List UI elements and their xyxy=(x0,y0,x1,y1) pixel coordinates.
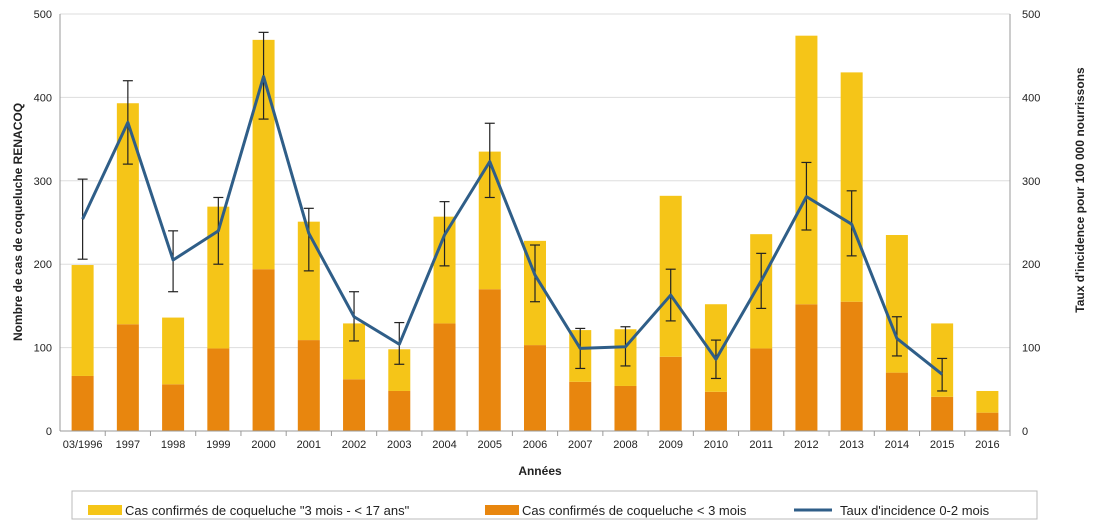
y2-axis-title: Taux d'incidence pour 100 000 nourrisson… xyxy=(1073,67,1087,313)
bar-upper xyxy=(162,317,185,385)
bar-lower xyxy=(433,323,456,431)
x-tick-label: 2011 xyxy=(749,439,773,451)
y-axis-title: Nombre de cas de coqueluche RENACOQ xyxy=(11,103,25,341)
x-tick-label: 2005 xyxy=(478,439,502,451)
legend: Cas confirmés de coqueluche "3 mois - < … xyxy=(71,490,1038,520)
y-tick-label: 300 xyxy=(34,176,52,188)
bar-lower xyxy=(976,412,999,431)
bar-lower xyxy=(614,385,637,431)
x-tick-label: 2006 xyxy=(523,439,547,451)
x-tick-label: 2002 xyxy=(342,439,366,451)
bar-upper xyxy=(478,151,501,290)
x-tick-label: 2009 xyxy=(658,439,682,451)
bar-upper xyxy=(71,265,94,376)
legend-label-line: Taux d'incidence 0-2 mois xyxy=(840,503,990,518)
y2-tick-label: 0 xyxy=(1022,426,1028,438)
x-tick-label: 03/1996 xyxy=(63,439,103,451)
legend-label-lower: Cas confirmés de coqueluche < 3 mois xyxy=(522,503,747,518)
bar-lower xyxy=(659,356,682,431)
bar-lower xyxy=(116,324,139,431)
x-tick-label: 2012 xyxy=(794,439,818,451)
x-tick-label: 2010 xyxy=(704,439,728,451)
line-layer xyxy=(77,31,948,392)
bar-lower xyxy=(343,379,366,431)
y-tick-label: 100 xyxy=(34,343,52,355)
bar-upper xyxy=(388,349,411,391)
bar-lower xyxy=(162,384,185,431)
y-tick-label: 400 xyxy=(34,92,52,104)
y2-tick-label: 100 xyxy=(1022,343,1040,355)
bar-lower xyxy=(750,348,773,431)
y-tick-label: 0 xyxy=(46,426,52,438)
bar-upper xyxy=(116,103,139,325)
y2-tick-label: 300 xyxy=(1022,176,1040,188)
x-tick-label: 1998 xyxy=(161,439,185,451)
legend-label-upper: Cas confirmés de coqueluche "3 mois - < … xyxy=(125,503,410,518)
x-tick-label: 2007 xyxy=(568,439,592,451)
bar-lower xyxy=(704,391,727,431)
bar-lower xyxy=(524,345,546,431)
legend-swatch-lower xyxy=(485,505,519,515)
bar-upper xyxy=(976,390,999,413)
x-tick-label: 2004 xyxy=(432,439,456,451)
x-axis-title: Années xyxy=(518,464,562,478)
bar-lower xyxy=(931,396,954,431)
y-tick-label: 500 xyxy=(34,9,52,21)
axes-layer: 0 100 200 300 400 500 0 100 200 300 400 500 03/1996 1… xyxy=(34,9,1041,451)
bar-upper xyxy=(433,216,456,324)
bar-upper xyxy=(297,221,320,341)
bar-upper xyxy=(840,72,863,302)
x-tick-label: 1999 xyxy=(206,439,230,451)
legend-border xyxy=(71,490,1038,520)
x-tick-label: 2016 xyxy=(975,439,999,451)
bar-lower xyxy=(71,375,94,431)
bar-lower xyxy=(569,381,592,431)
x-tick-label: 2015 xyxy=(930,439,954,451)
bars-layer xyxy=(71,35,999,431)
x-tick-label: 2014 xyxy=(885,439,909,451)
bar-upper xyxy=(885,235,908,373)
x-tick-label: 2000 xyxy=(251,439,275,451)
bar-lower xyxy=(795,304,818,431)
incidence-line xyxy=(81,75,944,376)
bar-upper xyxy=(343,323,366,380)
y2-tick-label: 500 xyxy=(1022,9,1040,21)
x-tick-label: 2003 xyxy=(387,439,411,451)
x-tick-label: 2013 xyxy=(839,439,863,451)
bar-lower xyxy=(840,301,863,431)
bar-upper xyxy=(207,206,230,349)
y2-tick-label: 200 xyxy=(1022,259,1040,271)
bar-lower xyxy=(478,289,501,431)
x-tick-label: 1997 xyxy=(116,439,140,451)
legend-swatch-upper xyxy=(88,505,122,515)
bar-lower xyxy=(207,348,230,431)
x-tick-label: 2001 xyxy=(297,439,321,451)
bar-lower xyxy=(388,390,411,431)
bar-lower xyxy=(252,269,275,431)
y-tick-label: 200 xyxy=(34,259,52,271)
bar-lower xyxy=(297,340,320,431)
y2-tick-label: 400 xyxy=(1022,92,1040,104)
bar-lower xyxy=(885,372,908,431)
x-tick-label: 2008 xyxy=(613,439,637,451)
